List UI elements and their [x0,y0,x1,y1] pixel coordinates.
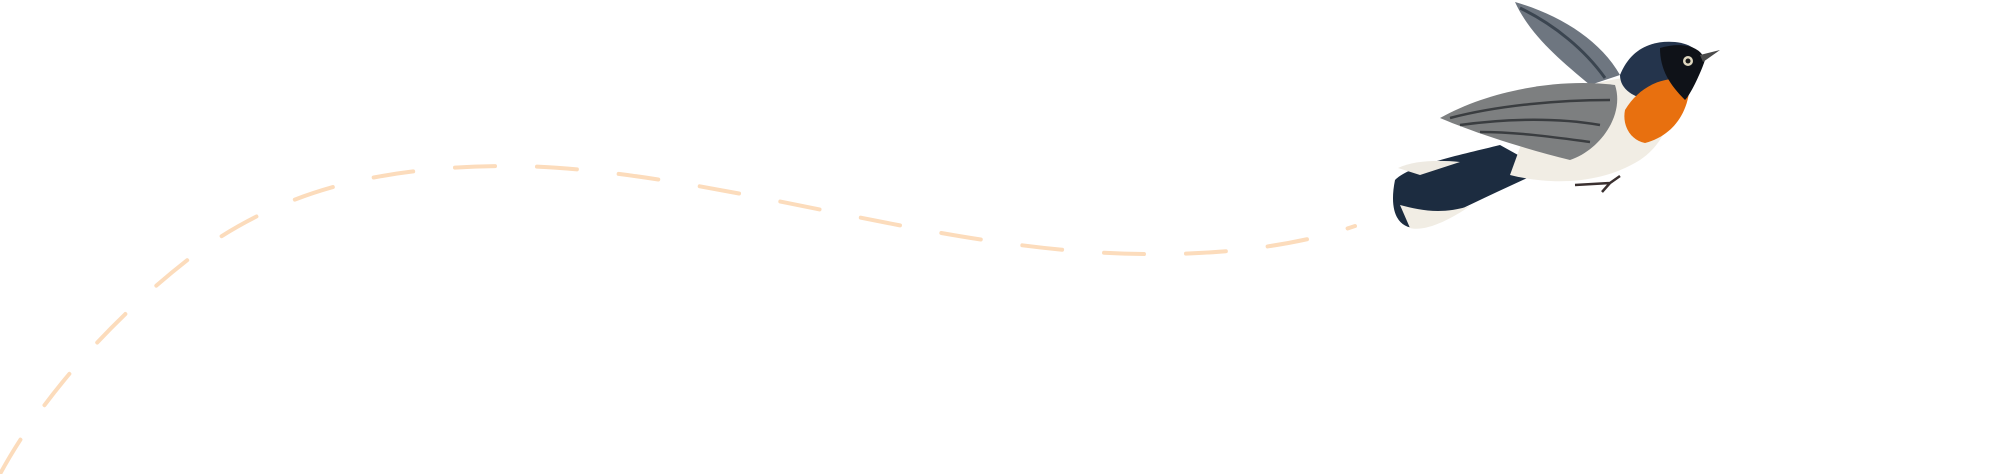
dashed-flight-path [0,163,1357,474]
bird-icon [1392,2,1720,229]
